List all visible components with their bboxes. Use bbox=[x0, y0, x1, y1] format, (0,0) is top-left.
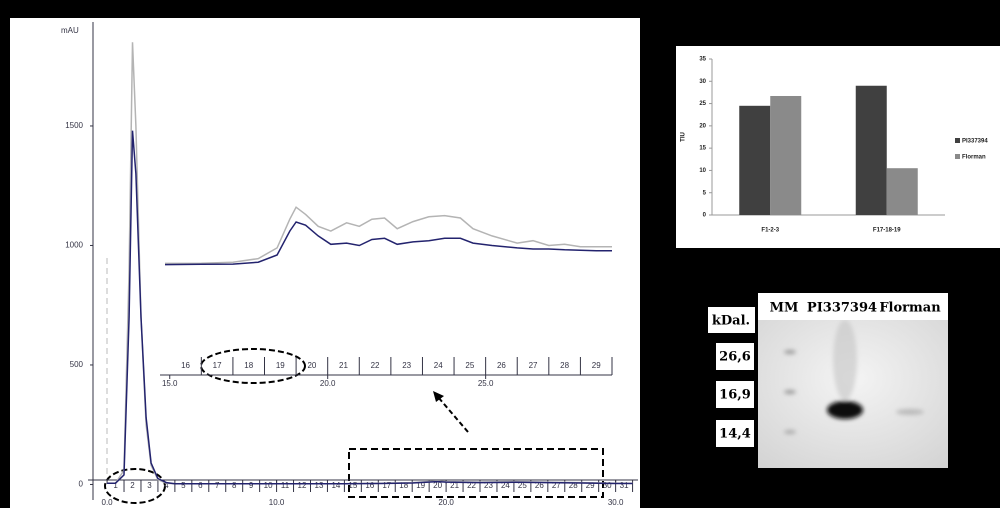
fraction-label: 10 bbox=[264, 481, 273, 490]
fraction-label: 22 bbox=[371, 361, 380, 370]
fraction-label: 6 bbox=[198, 481, 203, 490]
unit-label: kDal. bbox=[712, 314, 750, 329]
bar-panel bbox=[676, 46, 1000, 248]
x-tick-label: 15.0 bbox=[162, 379, 178, 388]
fraction-label: 23 bbox=[402, 361, 411, 370]
bar bbox=[856, 86, 887, 215]
lane-label: PI337394 bbox=[807, 301, 877, 316]
fraction-label: 15 bbox=[348, 481, 357, 490]
fraction-label: 24 bbox=[434, 361, 443, 370]
fraction-label: 14 bbox=[331, 481, 340, 490]
y-tick-label: 10 bbox=[699, 168, 706, 174]
legend-label: Florman bbox=[962, 155, 986, 161]
bar bbox=[887, 168, 918, 215]
fraction-label: 12 bbox=[298, 481, 307, 490]
x-tick-label: 30.0 bbox=[608, 498, 624, 507]
fraction-label: 17 bbox=[213, 361, 222, 370]
fraction-label: 16 bbox=[181, 361, 190, 370]
legend-swatch bbox=[955, 138, 960, 143]
fraction-label: 31 bbox=[620, 481, 629, 490]
x-tick-label: 10.0 bbox=[269, 498, 285, 507]
y-tick-label: 1500 bbox=[65, 121, 83, 130]
marker-label: 26,6 bbox=[719, 350, 751, 365]
figure: MM PI337394 Florman kDal. 26,6 16,9 14,4… bbox=[0, 0, 1000, 508]
fraction-label: 13 bbox=[315, 481, 324, 490]
fraction-label: 7 bbox=[215, 481, 220, 490]
chromatogram-panel bbox=[10, 18, 640, 508]
fraction-label: 11 bbox=[281, 481, 290, 490]
fraction-label: 9 bbox=[249, 481, 254, 490]
x-tick-label: 20.0 bbox=[438, 498, 454, 507]
fraction-label: 18 bbox=[244, 361, 253, 370]
x-tick-label: F1-2-3 bbox=[761, 228, 779, 234]
fraction-label: 3 bbox=[147, 481, 152, 490]
lane-label: MM bbox=[770, 301, 799, 316]
bar bbox=[739, 106, 770, 215]
fraction-label: 26 bbox=[497, 361, 506, 370]
marker-label: 14,4 bbox=[719, 427, 751, 442]
fraction-label: 16 bbox=[365, 481, 374, 490]
fraction-label: 8 bbox=[232, 481, 237, 490]
y-tick-label: 1000 bbox=[65, 241, 83, 250]
y-axis-label: TIU bbox=[681, 132, 687, 142]
fraction-label: 5 bbox=[181, 481, 186, 490]
fraction-label: 21 bbox=[339, 361, 348, 370]
lane-label: Florman bbox=[879, 301, 941, 316]
marker-label: 16,9 bbox=[719, 388, 751, 403]
y-tick-label: 25 bbox=[699, 101, 706, 107]
x-tick-label: F17-18-19 bbox=[873, 228, 901, 234]
legend-swatch bbox=[955, 154, 960, 159]
bar bbox=[770, 96, 801, 215]
x-tick-label: 25.0 bbox=[478, 379, 494, 388]
fraction-label: 19 bbox=[276, 361, 285, 370]
y-tick-label: 30 bbox=[699, 79, 706, 85]
y-tick-label: 15 bbox=[699, 146, 706, 152]
fraction-label: 29 bbox=[592, 361, 601, 370]
y-tick-label: 500 bbox=[70, 360, 84, 369]
y-tick-label: 0 bbox=[79, 480, 84, 489]
legend-label: PI337394 bbox=[962, 139, 988, 145]
fraction-label: 20 bbox=[307, 361, 316, 370]
fraction-label: 28 bbox=[560, 361, 569, 370]
fraction-label: 2 bbox=[130, 481, 135, 490]
y-axis-label: mAU bbox=[61, 26, 79, 35]
x-tick-label: 20.0 bbox=[320, 379, 336, 388]
y-tick-label: 35 bbox=[699, 57, 706, 63]
x-tick-label: 0.0 bbox=[102, 498, 114, 507]
fraction-label: 27 bbox=[529, 361, 538, 370]
y-tick-label: 20 bbox=[699, 123, 706, 129]
fraction-label: 25 bbox=[465, 361, 474, 370]
